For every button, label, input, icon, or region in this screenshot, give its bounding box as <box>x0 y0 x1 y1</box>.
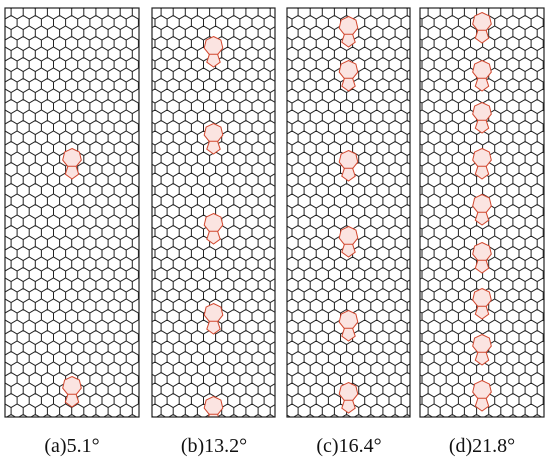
defect-heptagon <box>472 101 492 122</box>
defect-heptagon <box>338 309 359 330</box>
defect-heptagon <box>472 241 492 262</box>
defect-heptagon <box>62 375 82 396</box>
defect-pentagon <box>341 167 356 182</box>
defect-heptagon <box>203 122 224 143</box>
lattice-panel <box>420 8 544 417</box>
defect-heptagon <box>338 15 359 36</box>
defect-heptagon <box>472 193 492 214</box>
hex-lattice <box>420 8 544 417</box>
defect-pentagon <box>474 397 490 412</box>
hex-lattice <box>287 8 410 417</box>
defect-pentagon <box>474 211 490 226</box>
panel-border <box>286 7 411 418</box>
defect-heptagon <box>203 302 224 323</box>
panel-border <box>419 7 545 418</box>
defect-pentagon <box>474 259 490 274</box>
defect-pentagon <box>206 320 221 335</box>
defect-heptagon <box>62 147 82 168</box>
defect-pentagon <box>474 119 490 134</box>
panel-label: (a)5.1° <box>44 435 99 457</box>
defect-heptagon <box>338 59 359 80</box>
defect-pentagon <box>341 327 356 342</box>
defect-pentagon <box>474 29 490 44</box>
defect-pentagon <box>64 393 80 408</box>
defect-pentagon <box>341 243 356 258</box>
hex-lattice <box>5 8 139 417</box>
defect-heptagon <box>472 147 492 168</box>
defect-heptagon <box>338 381 359 402</box>
defect-heptagon <box>203 35 224 56</box>
defect-heptagon <box>203 212 224 233</box>
defect-heptagon <box>203 395 224 416</box>
lattice-panel <box>287 8 410 417</box>
defect-pentagon <box>341 33 356 48</box>
defect-pentagon <box>206 53 221 68</box>
defect-pentagon <box>207 413 220 417</box>
panel-label: (c)16.4° <box>316 435 381 457</box>
defect-pentagon <box>474 351 490 366</box>
defect-heptagon <box>472 333 492 354</box>
defect-heptagon <box>472 287 492 308</box>
defect-pentagon <box>474 305 490 320</box>
defect-heptagon <box>338 225 359 246</box>
defect-heptagon <box>338 149 359 170</box>
defect-pentagon <box>341 399 356 414</box>
defect-pentagon <box>474 165 490 180</box>
defect-pentagon <box>206 230 221 245</box>
panels <box>4 7 545 418</box>
lattice-panel <box>5 8 139 417</box>
panel-label: (b)13.2° <box>181 435 247 457</box>
defect-heptagon <box>472 11 492 32</box>
defect-pentagon <box>206 140 221 155</box>
defect-pentagon <box>341 77 356 92</box>
defect-pentagon <box>474 77 490 92</box>
defect-pentagon <box>64 165 80 180</box>
lattice-panel <box>152 8 275 417</box>
panel-border <box>151 7 276 418</box>
defect-heptagon <box>472 59 492 80</box>
panel-border <box>4 7 140 418</box>
defect-heptagon <box>472 379 492 400</box>
hex-lattice <box>152 8 275 417</box>
panel-label: (d)21.8° <box>449 435 515 457</box>
